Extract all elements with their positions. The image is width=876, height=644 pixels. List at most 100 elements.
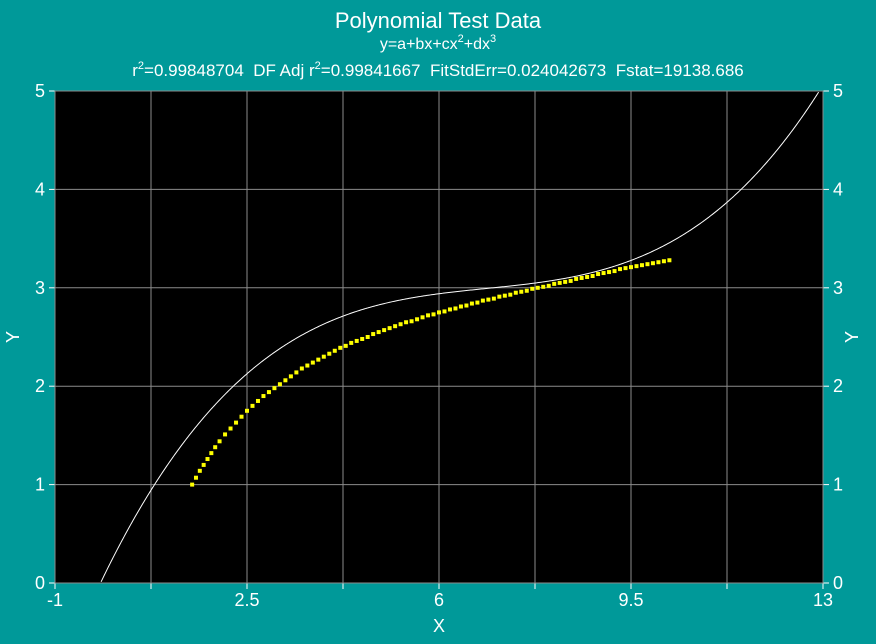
data-point [398, 322, 403, 327]
data-point [393, 324, 398, 329]
data-point [365, 335, 370, 339]
data-point [387, 326, 392, 331]
data-point [228, 426, 233, 431]
y-tick-label-right: 0 [833, 573, 843, 593]
data-point [629, 265, 633, 270]
fit-curve [100, 91, 820, 583]
r2-label: r [132, 61, 138, 80]
data-point [497, 294, 502, 299]
data-point [453, 306, 458, 311]
data-point [338, 345, 343, 350]
data-point [656, 260, 661, 265]
y-tick-label-right: 5 [833, 81, 843, 101]
fit-std-err: FitStdErr=0.024042673 [429, 61, 607, 80]
data-point [563, 279, 568, 284]
x-tick-label: 2.5 [234, 590, 259, 610]
y-tick-label-left: 4 [35, 179, 45, 199]
data-point [349, 340, 354, 345]
data-point [223, 432, 228, 437]
equation-base: y=a+bx+cx [379, 36, 458, 53]
data-point [552, 281, 557, 286]
data-point [193, 475, 198, 480]
data-point [557, 280, 562, 285]
data-point [354, 338, 359, 343]
data-point [316, 357, 321, 362]
data-point [469, 301, 474, 306]
data-point [371, 332, 376, 337]
y-tick-label-left: 0 [35, 573, 45, 593]
data-point [376, 330, 381, 335]
x-tick-label: 9.5 [618, 590, 643, 610]
data-point [250, 403, 255, 408]
data-point [574, 276, 579, 281]
data-point [382, 328, 387, 333]
data-point [205, 457, 210, 462]
data-point [305, 363, 310, 368]
data-point [255, 398, 260, 403]
data-point [519, 289, 524, 294]
data-point [541, 284, 546, 289]
adj-r2-exp: 2 [314, 60, 321, 72]
equation-exp3: 3 [490, 33, 497, 45]
data-point [634, 264, 639, 269]
data-point [343, 343, 348, 348]
chart-title: Polynomial Test Data [334, 8, 542, 33]
x-tick-label: 6 [434, 590, 444, 610]
data-point [585, 274, 590, 279]
data-point [530, 286, 535, 291]
data-point [513, 290, 518, 295]
x-axis-label: X [433, 616, 445, 636]
data-point [442, 309, 447, 314]
data-point [535, 285, 540, 290]
data-point [261, 394, 266, 399]
data-point [409, 319, 414, 324]
data-point [661, 259, 666, 264]
y-tick-label-right: 2 [833, 376, 843, 396]
data-point [568, 278, 573, 283]
data-point [579, 275, 584, 280]
data-point [458, 304, 463, 309]
data-point [360, 336, 365, 341]
data-point [245, 408, 249, 413]
plot-border [54, 90, 824, 584]
data-point [272, 386, 277, 391]
data-point [420, 315, 425, 320]
data-point [667, 258, 672, 263]
data-point [201, 462, 206, 467]
data-point [294, 370, 299, 375]
data-point [426, 313, 431, 318]
data-point [546, 283, 551, 288]
y-axis-label-right: Y [842, 331, 862, 343]
data-point [277, 382, 282, 387]
data-point [288, 374, 293, 379]
data-point [639, 263, 644, 268]
data-point [596, 272, 601, 277]
data-point [486, 297, 491, 302]
adj-r2-label: DF Adj r [253, 61, 315, 80]
data-point [209, 451, 214, 456]
data-point [217, 439, 222, 444]
y-tick-label-right: 3 [833, 278, 843, 298]
equation-mid: +dx [463, 36, 491, 53]
data-point [502, 293, 507, 298]
data-point [266, 390, 271, 395]
data-point [590, 273, 595, 278]
data-point [190, 482, 195, 487]
data-point [327, 351, 332, 356]
data-point [321, 354, 326, 359]
fit-curve-group [100, 91, 820, 583]
data-point [601, 271, 606, 276]
data-point [464, 303, 469, 308]
data-point [618, 267, 623, 272]
y-tick-label-left: 1 [35, 475, 45, 495]
data-points-group [190, 258, 672, 487]
data-point [234, 420, 239, 425]
data-point [310, 360, 315, 365]
x-tick-label: 13 [813, 590, 833, 610]
data-point [491, 296, 496, 301]
adj-r2-value: =0.99841667 [320, 61, 421, 80]
data-point [437, 310, 441, 315]
data-point [508, 292, 513, 297]
r2-exp: 2 [137, 60, 145, 72]
r2-value: =0.99848704 [144, 61, 244, 80]
